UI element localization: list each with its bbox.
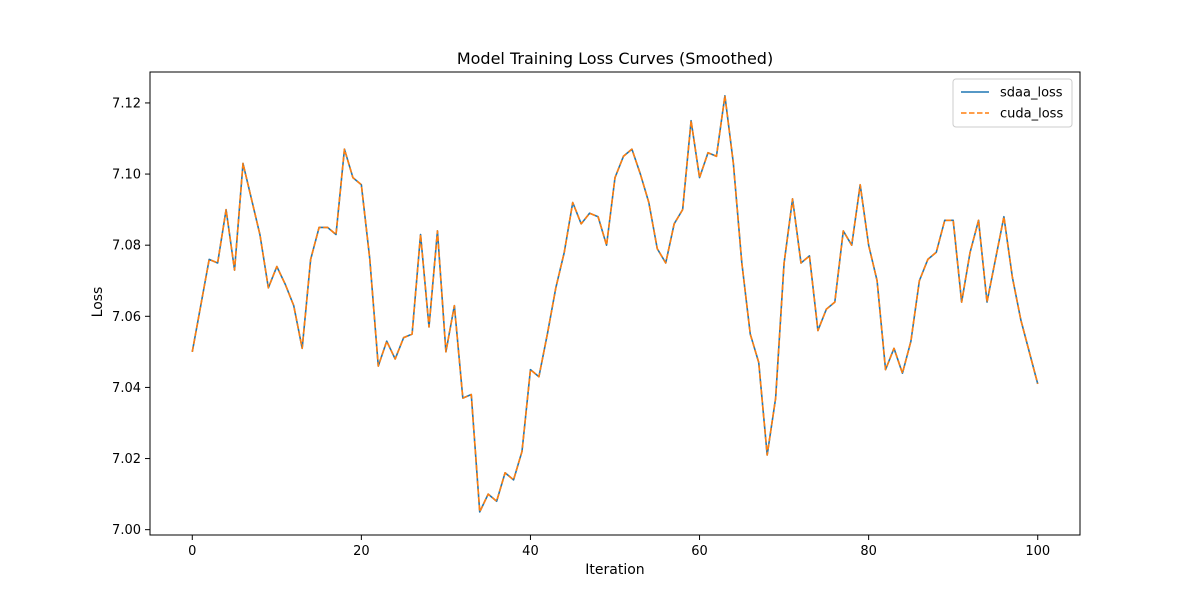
y-tick-label: 7.00	[112, 523, 141, 538]
series-line-cuda-loss	[191, 95, 1039, 513]
x-tick-label: 0	[188, 544, 196, 559]
y-axis-ticks: 7.00 7.02 7.04 7.06 7.08 7.10 7.12	[112, 96, 150, 538]
x-tick-label: 40	[522, 544, 539, 559]
y-tick-label: 7.12	[112, 96, 141, 111]
plot-frame	[149, 71, 1081, 536]
chart-title: Model Training Loss Curves (Smoothed)	[457, 49, 773, 68]
legend-label-sdaa-loss: sdaa_loss	[1000, 86, 1063, 101]
y-tick-label: 7.06	[112, 310, 141, 325]
legend: sdaa_loss cuda_loss	[952, 78, 1073, 128]
x-axis-ticks: 0 20 40 60 80 100	[188, 535, 1050, 559]
series-line-sdaa-loss	[191, 95, 1039, 513]
legend-label-cuda-loss: cuda_loss	[1000, 107, 1063, 122]
y-tick-label: 7.04	[112, 381, 141, 396]
plot-area	[149, 71, 1081, 536]
y-tick-label: 7.08	[112, 239, 141, 254]
y-tick-label: 7.02	[112, 452, 141, 467]
x-tick-label: 100	[1025, 544, 1050, 559]
x-tick-label: 60	[691, 544, 708, 559]
x-tick-label: 20	[353, 544, 370, 559]
legend-box	[952, 78, 1073, 128]
x-tick-label: 80	[860, 544, 877, 559]
x-axis-label: Iteration	[585, 562, 644, 578]
series-lines	[191, 95, 1039, 513]
y-axis-label: Loss	[90, 287, 106, 318]
y-tick-label: 7.10	[112, 168, 141, 183]
